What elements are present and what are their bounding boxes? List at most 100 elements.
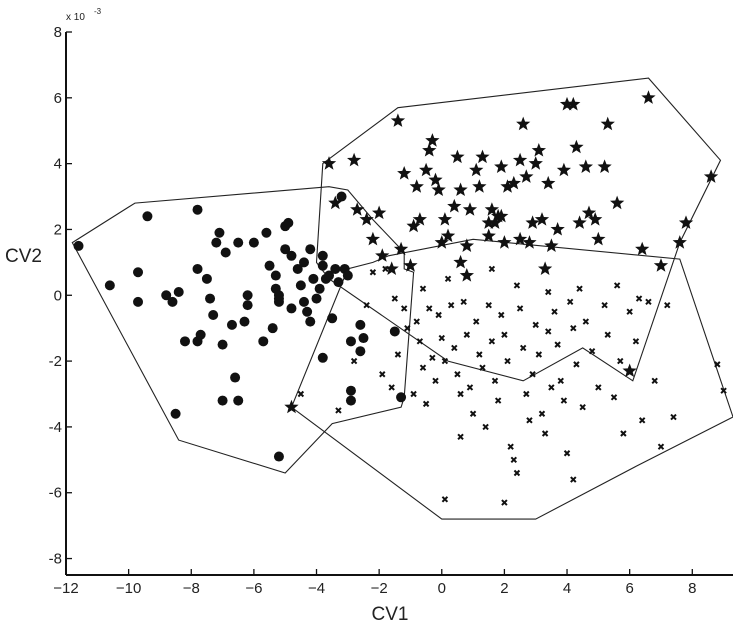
circle-point	[317, 250, 328, 261]
star-point	[512, 231, 528, 246]
star-point	[447, 198, 462, 213]
star-point	[469, 162, 484, 177]
points-layer	[73, 90, 727, 506]
circle-point	[308, 273, 319, 284]
star-point	[512, 152, 528, 167]
star-point	[522, 235, 537, 249]
y-tick-label: 4	[54, 156, 62, 173]
star-point	[481, 228, 496, 243]
circle-point	[258, 336, 269, 347]
circle-point	[283, 217, 294, 228]
x-point	[369, 269, 377, 276]
circle-point	[336, 191, 347, 202]
x-point	[554, 341, 561, 348]
x-point	[620, 430, 627, 437]
x-point	[664, 301, 671, 309]
x-point	[447, 301, 455, 309]
x-point	[523, 390, 530, 398]
circle-point	[302, 306, 313, 317]
circle-point	[305, 244, 316, 255]
x-point	[573, 361, 580, 368]
x-tick-label: 2	[500, 580, 508, 597]
star-point	[459, 238, 474, 252]
star-point	[428, 172, 443, 187]
star-point	[397, 166, 412, 180]
star-point	[375, 248, 390, 262]
star-point	[622, 363, 637, 377]
star-point	[321, 156, 337, 170]
circle-point	[317, 352, 328, 363]
x-point	[498, 311, 505, 319]
star-point	[538, 261, 553, 275]
circle-point	[270, 270, 281, 281]
y-exponent-power: -3	[94, 7, 102, 16]
star-point	[453, 182, 468, 196]
star-point	[459, 268, 474, 282]
x-point	[388, 384, 395, 391]
star-point	[703, 169, 719, 183]
star-point	[350, 202, 365, 216]
circle-point	[211, 237, 222, 248]
circle-point	[298, 257, 309, 268]
x-point	[419, 285, 427, 292]
circle-point	[208, 310, 219, 321]
x-point	[638, 417, 646, 424]
star-point	[453, 254, 468, 269]
x-tick-label: 0	[438, 580, 446, 597]
x-tick-label: −10	[116, 580, 141, 597]
star-point	[419, 162, 434, 177]
star-point	[412, 212, 427, 226]
group-hull	[71, 186, 415, 474]
circle-point	[104, 280, 115, 291]
star-point	[393, 241, 409, 256]
x-point	[469, 410, 477, 417]
circle-point	[396, 392, 407, 403]
x-point	[444, 275, 452, 283]
x-point	[545, 328, 552, 335]
star-point	[434, 235, 449, 249]
star-point	[541, 175, 556, 190]
x-point	[363, 301, 370, 309]
x-point	[579, 403, 586, 411]
star-point	[578, 159, 593, 173]
star-point	[403, 258, 418, 272]
x-point	[488, 338, 496, 345]
star-point	[597, 159, 612, 173]
star-point	[406, 218, 421, 233]
x-point	[441, 357, 449, 365]
axes: −12 −10 −8 −6 −4 −2 0 2 4 6 8 -8 -6 -4 -2 0 2 4 6 8	[49, 24, 733, 597]
star-point	[425, 133, 440, 147]
circle-point	[133, 267, 144, 278]
y-tick-label: 0	[54, 287, 62, 304]
x-point	[604, 331, 611, 338]
x-point	[441, 496, 449, 503]
star-point	[359, 212, 374, 226]
circle-point	[233, 237, 244, 248]
x-point	[563, 450, 571, 457]
circle-point	[179, 336, 190, 347]
x-point	[617, 357, 624, 365]
circle-point	[261, 227, 272, 238]
star-point	[591, 231, 606, 246]
x-point	[657, 443, 665, 450]
star-point	[481, 215, 496, 229]
x-point	[379, 371, 386, 378]
x-point	[454, 371, 461, 378]
star-point	[372, 205, 387, 220]
x-point	[419, 364, 427, 371]
circle-point	[242, 300, 253, 311]
x-point	[535, 351, 543, 358]
x-point	[426, 305, 433, 312]
star-point	[390, 113, 406, 127]
x-tick-label: −6	[245, 580, 262, 597]
x-point	[404, 324, 411, 332]
x-point	[494, 397, 502, 404]
star-point	[440, 228, 456, 243]
circle-point	[298, 296, 309, 307]
circle-point	[142, 211, 153, 222]
circle-point	[342, 270, 353, 281]
x-tick-label: −8	[183, 580, 200, 597]
circle-point	[248, 237, 259, 248]
x-point	[501, 499, 508, 506]
